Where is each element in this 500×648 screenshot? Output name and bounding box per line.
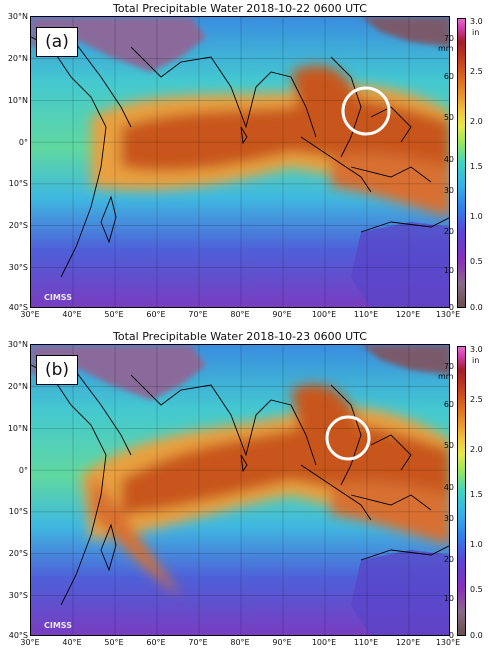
lon-label: 80°E (230, 638, 250, 647)
tpw-field (31, 17, 449, 307)
lon-label: 50°E (104, 638, 124, 647)
lat-label: 40°S (8, 631, 28, 640)
lon-label: 30°E (20, 310, 40, 319)
colorbar-tick-mm: 10 (443, 266, 454, 275)
cimss-logo: CIMSS (44, 621, 72, 630)
colorbar-tick-mm: 20 (443, 555, 454, 564)
lat-label: 10°S (8, 507, 28, 516)
colorbar (457, 18, 466, 308)
lat-label: 20°N (7, 382, 28, 391)
colorbar (457, 346, 466, 636)
lat-label: 40°S (8, 303, 28, 312)
lat-label: 10°N (7, 96, 28, 105)
colorbar-tick-in: 0.5 (470, 585, 483, 594)
colorbar-tick-mm: 10 (443, 594, 454, 603)
panel-b: Total Precipitable Water 2018-10-23 0600… (0, 328, 500, 648)
colorbar-tick-in: 1.0 (470, 212, 483, 221)
lat-label: 20°S (8, 221, 28, 230)
colorbar-tick-mm: 60 (443, 72, 454, 81)
highlight-circle (341, 86, 391, 136)
colorbar-unit-in: in (472, 28, 480, 37)
lat-label: 30°S (8, 591, 28, 600)
colorbar-tick-mm: 70 (443, 34, 454, 43)
lon-label: 40°E (62, 638, 82, 647)
panel-title: Total Precipitable Water 2018-10-23 0600… (113, 330, 367, 343)
colorbar-tick-mm: 30 (443, 186, 454, 195)
lon-label: 100°E (311, 310, 337, 319)
graticule (31, 17, 449, 307)
lon-label: 40°E (62, 310, 82, 319)
colorbar-tick-mm: 70 (443, 362, 454, 371)
lat-label: 10°S (8, 179, 28, 188)
lat-label: 0° (18, 138, 28, 147)
panel-a: Total Precipitable Water 2018-10-22 0600… (0, 0, 500, 320)
lat-label: 10°N (7, 424, 28, 433)
colorbar-tick-in: 1.5 (470, 162, 483, 171)
colorbar-tick-mm: 60 (443, 400, 454, 409)
lon-label: 110°E (353, 638, 379, 647)
lat-label: 30°N (7, 340, 28, 349)
panel-tag: (b) (36, 355, 78, 385)
lon-label: 90°E (272, 638, 292, 647)
tpw-field (31, 345, 449, 635)
lon-label: 50°E (104, 310, 124, 319)
colorbar-tick-in: 2.0 (470, 445, 483, 454)
coastlines (31, 36, 449, 278)
lat-label: 30°N (7, 12, 28, 21)
colorbar-tick-mm: 30 (443, 514, 454, 523)
colorbar-tick-in: 1.0 (470, 540, 483, 549)
colorbar-tick-in: 3.0 (470, 345, 483, 354)
colorbar-tick-in: 1.5 (470, 490, 483, 499)
colorbar-tick-mm: 50 (443, 113, 454, 122)
coastlines (31, 364, 449, 606)
colorbar-tick-in: 2.0 (470, 117, 483, 126)
lat-label: 0° (18, 466, 28, 475)
colorbar-tick-in: 0.5 (470, 257, 483, 266)
cimss-logo: CIMSS (44, 293, 72, 302)
colorbar-unit-in: in (472, 356, 480, 365)
colorbar-tick-in: 0.0 (470, 303, 483, 312)
colorbar-unit-mm: mm (438, 372, 454, 381)
lon-label: 90°E (272, 310, 292, 319)
colorbar-tick-in: 2.5 (470, 395, 483, 404)
colorbar-tick-mm: 40 (443, 483, 454, 492)
lon-label: 120°E (395, 310, 421, 319)
colorbar-tick-mm: 20 (443, 227, 454, 236)
colorbar-tick-mm: 50 (443, 441, 454, 450)
highlight-circle (325, 415, 371, 461)
panel-tag: (a) (36, 27, 78, 57)
colorbar-unit-mm: mm (438, 44, 454, 53)
colorbar-tick-in: 2.5 (470, 67, 483, 76)
lon-label: 30°E (20, 638, 40, 647)
lon-label: 60°E (146, 638, 166, 647)
colorbar-tick-mm: 0 (448, 303, 454, 312)
lon-label: 130°E (435, 310, 461, 319)
lon-label: 70°E (188, 310, 208, 319)
graticule (31, 345, 449, 635)
tpw-map (30, 16, 450, 308)
tpw-map (30, 344, 450, 636)
lat-label: 20°N (7, 54, 28, 63)
colorbar-tick-mm: 0 (448, 631, 454, 640)
lon-label: 110°E (353, 310, 379, 319)
colorbar-tick-in: 0.0 (470, 631, 483, 640)
lon-label: 60°E (146, 310, 166, 319)
lat-label: 30°S (8, 263, 28, 272)
lon-label: 130°E (435, 638, 461, 647)
lon-label: 70°E (188, 638, 208, 647)
lat-label: 20°S (8, 549, 28, 558)
colorbar-tick-mm: 40 (443, 155, 454, 164)
colorbar-tick-in: 3.0 (470, 17, 483, 26)
lon-label: 80°E (230, 310, 250, 319)
lon-label: 100°E (311, 638, 337, 647)
lon-label: 120°E (395, 638, 421, 647)
panel-title: Total Precipitable Water 2018-10-22 0600… (113, 2, 367, 15)
